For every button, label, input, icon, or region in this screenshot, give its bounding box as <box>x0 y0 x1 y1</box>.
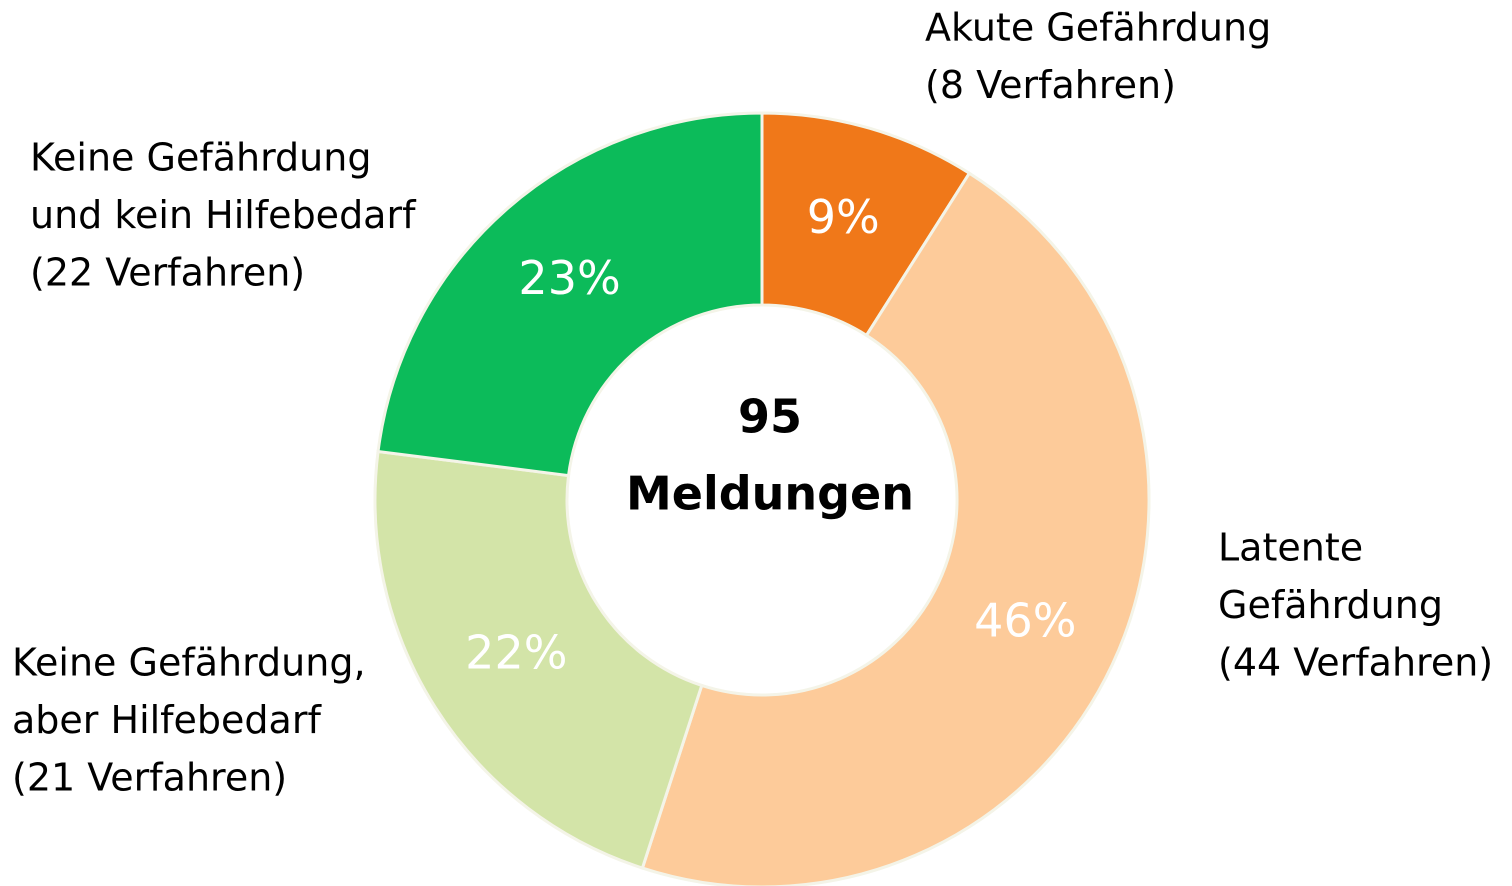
slice <box>640 171 1151 886</box>
category-label: (8 Verfahren) <box>925 63 1176 107</box>
category-label: Keine Gefährdung <box>30 136 371 180</box>
value-label: 9% <box>807 190 880 244</box>
category-label: (44 Verfahren) <box>1218 641 1493 685</box>
slice <box>373 449 704 870</box>
total-label: Meldungen <box>626 467 914 521</box>
category-label: Latente <box>1218 526 1363 570</box>
labels: 9% Akute Gefährdung (8 Verfahren) 46% Latent… <box>12 6 1493 800</box>
total: 95 <box>738 390 802 444</box>
value-label: 46% <box>974 593 1076 647</box>
category-label: Akute Gefährdung <box>925 6 1271 50</box>
category-label: Keine Gefährdung, <box>12 641 366 685</box>
category-label: Gefährdung <box>1218 583 1443 627</box>
category-label: aber Hilfebedarf <box>12 698 322 742</box>
slice <box>376 111 764 478</box>
category-label: (22 Verfahren) <box>30 251 305 295</box>
slices <box>373 111 1151 886</box>
category-label: und kein Hilfebedarf <box>30 193 417 237</box>
value-label: 22% <box>465 625 567 679</box>
category-label: (21 Verfahren) <box>12 756 287 800</box>
value-label: 23% <box>518 251 620 305</box>
